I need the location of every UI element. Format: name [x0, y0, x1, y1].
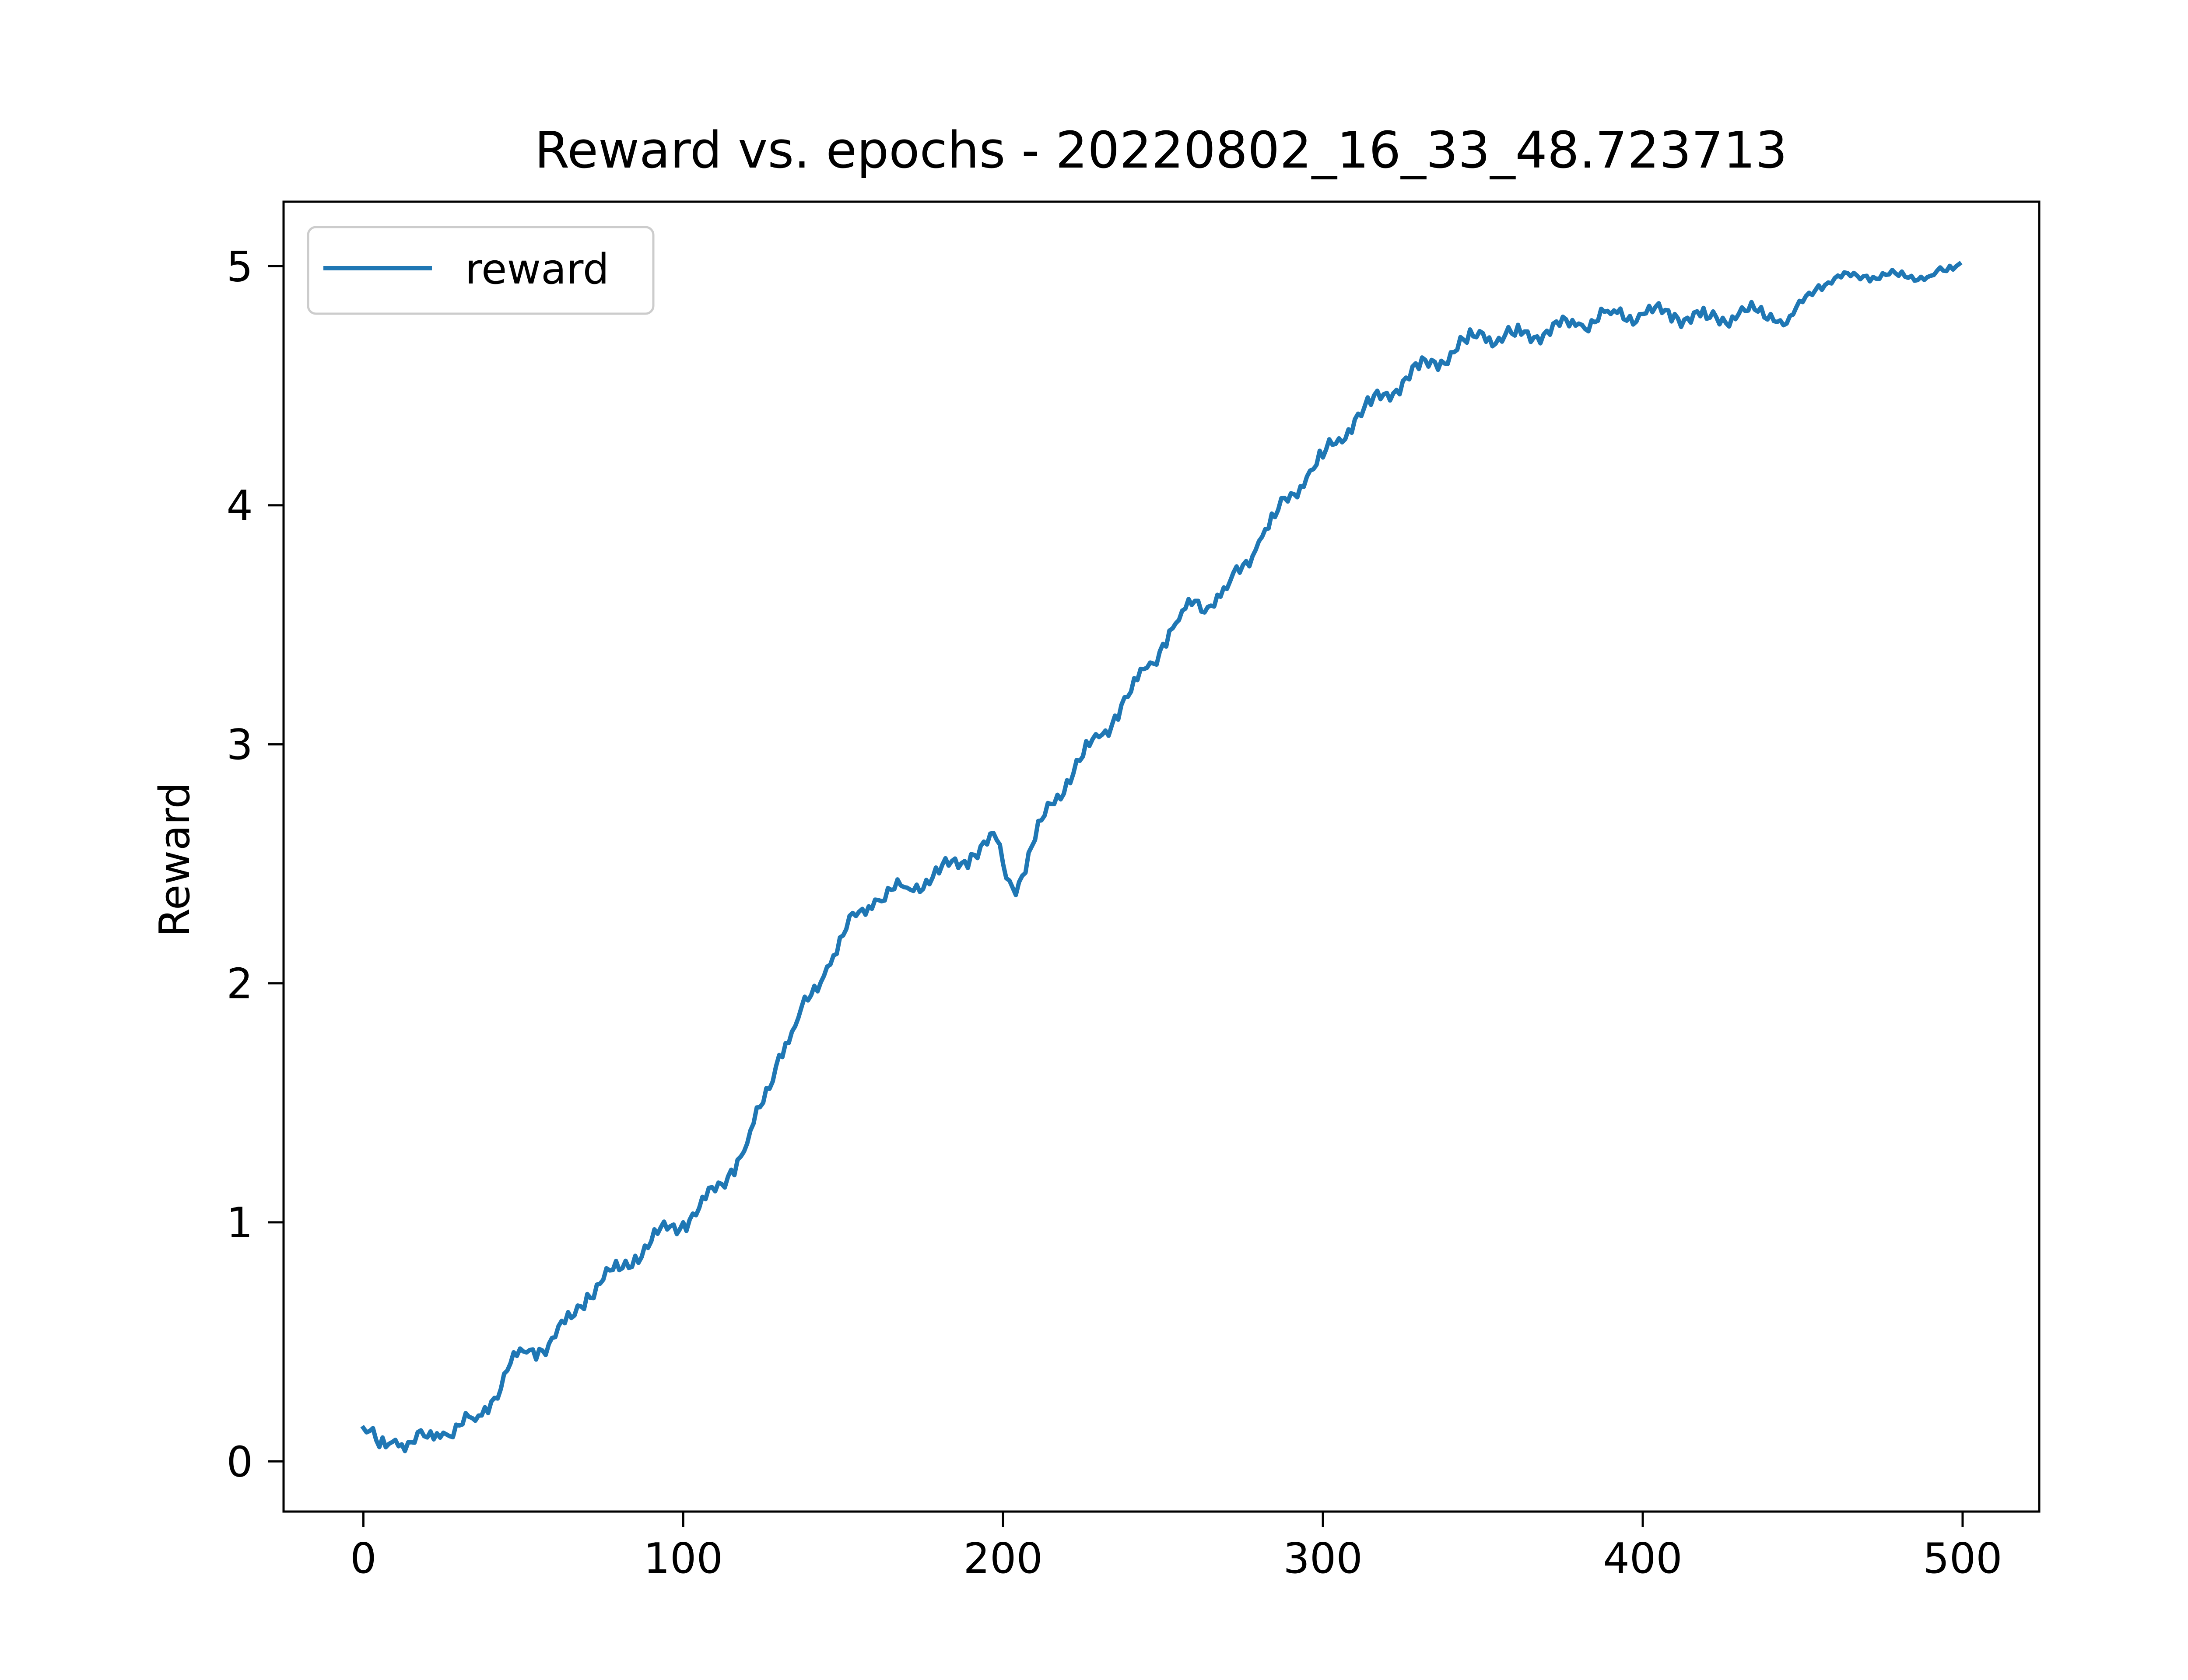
y-axis-ticks: 0 1 2 3 4 5: [227, 243, 284, 1486]
y-tick-label: 3: [227, 721, 253, 769]
chart-title: Reward vs. epochs - 20220802_16_33_48.72…: [534, 121, 1787, 180]
x-tick-label: 300: [1283, 1535, 1362, 1583]
legend-label-reward: reward: [465, 245, 609, 294]
x-axis-ticks: 0 100 200 300 400 500: [350, 1512, 2002, 1583]
axes-frame: [282, 200, 2041, 1513]
x-tick-label: 100: [644, 1535, 723, 1583]
x-tick-label: 500: [1923, 1535, 2002, 1583]
series-layer: [360, 261, 1963, 1453]
y-tick-label: 2: [227, 960, 253, 1008]
x-tick-label: 0: [350, 1535, 376, 1583]
y-tick-label: 0: [227, 1438, 253, 1486]
y-axis-label: Reward: [151, 782, 199, 937]
legend-box: [307, 226, 655, 315]
y-tick-label: 4: [227, 482, 253, 530]
y-tick-label: 1: [227, 1199, 253, 1247]
y-tick-label: 5: [227, 243, 253, 291]
x-tick-label: 200: [964, 1535, 1043, 1583]
series-line-reward: [360, 261, 1963, 1453]
legend: reward: [307, 226, 655, 315]
x-tick-label: 400: [1603, 1535, 1682, 1583]
